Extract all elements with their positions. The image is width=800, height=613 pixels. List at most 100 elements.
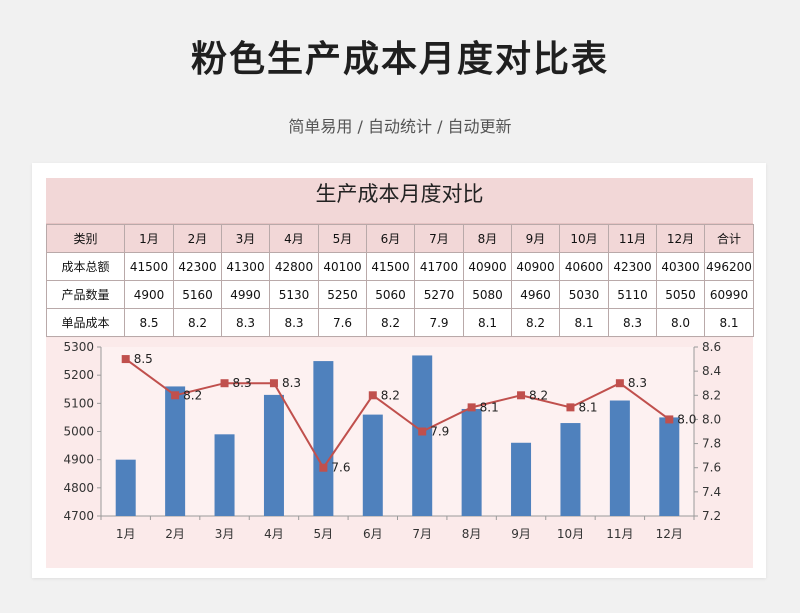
- table-cell[interactable]: 8.0: [656, 308, 705, 337]
- row-label[interactable]: 成本总额: [46, 252, 125, 281]
- line-point[interactable]: [269, 379, 278, 388]
- column-header[interactable]: 类别: [46, 224, 125, 253]
- line-point[interactable]: [319, 463, 328, 472]
- x-tick-label: 4月: [264, 527, 284, 541]
- line-point[interactable]: [121, 355, 130, 364]
- left-tick-label: 5100: [63, 396, 94, 410]
- table-cell[interactable]: 40900: [511, 252, 560, 281]
- table-cell[interactable]: 4900: [124, 280, 174, 309]
- column-header[interactable]: 9月: [511, 224, 560, 253]
- table-cell[interactable]: 496200: [704, 252, 754, 281]
- right-tick-label: 8.0: [702, 412, 721, 426]
- x-tick-label: 1月: [116, 527, 136, 541]
- column-header[interactable]: 8月: [463, 224, 512, 253]
- line-point[interactable]: [665, 415, 674, 424]
- column-header[interactable]: 2月: [173, 224, 222, 253]
- table-cell[interactable]: 40300: [656, 252, 705, 281]
- line-point[interactable]: [517, 391, 526, 400]
- table-cell[interactable]: 5250: [318, 280, 367, 309]
- table-cell[interactable]: 41700: [414, 252, 464, 281]
- x-tick-label: 12月: [656, 527, 683, 541]
- column-header[interactable]: 1月: [124, 224, 174, 253]
- table-cell[interactable]: 8.3: [269, 308, 319, 337]
- bar[interactable]: [165, 386, 186, 516]
- column-header[interactable]: 3月: [221, 224, 270, 253]
- bar[interactable]: [609, 400, 630, 516]
- table-cell[interactable]: 40900: [463, 252, 512, 281]
- table-cell[interactable]: 41500: [366, 252, 415, 281]
- row-label[interactable]: 单品成本: [46, 308, 125, 337]
- table-cell[interactable]: 42300: [608, 252, 657, 281]
- table-cell[interactable]: 60990: [704, 280, 754, 309]
- column-header[interactable]: 6月: [366, 224, 415, 253]
- page-subtitle: 简单易用 / 自动统计 / 自动更新: [288, 117, 512, 136]
- data-label: 8.1: [578, 400, 597, 414]
- line-point[interactable]: [566, 403, 575, 412]
- line-point[interactable]: [220, 379, 229, 388]
- table-cell[interactable]: 8.2: [173, 308, 222, 337]
- table-cell[interactable]: 40600: [559, 252, 609, 281]
- column-header[interactable]: 11月: [608, 224, 657, 253]
- x-tick-label: 8月: [462, 527, 482, 541]
- table-cell[interactable]: 8.1: [463, 308, 512, 337]
- bar[interactable]: [362, 414, 383, 516]
- column-header[interactable]: 10月: [559, 224, 609, 253]
- table-cell[interactable]: 8.2: [366, 308, 415, 337]
- column-header[interactable]: 5月: [318, 224, 367, 253]
- column-header[interactable]: 4月: [269, 224, 319, 253]
- table-cell[interactable]: 5050: [656, 280, 705, 309]
- x-tick-label: 7月: [412, 527, 432, 541]
- bar[interactable]: [214, 434, 235, 516]
- right-tick-label: 8.4: [702, 364, 721, 378]
- x-tick-label: 3月: [215, 527, 235, 541]
- table-row: 单品成本 8.5 8.2 8.3 8.3 7.6 8.2 7.9 8.1 8.2 8.1 8.3 8.0…: [46, 308, 754, 337]
- table-cell[interactable]: 5160: [173, 280, 222, 309]
- table-cell[interactable]: 5270: [414, 280, 464, 309]
- line-point[interactable]: [368, 391, 377, 400]
- data-label: 7.6: [331, 461, 350, 475]
- table-cell[interactable]: 4960: [511, 280, 560, 309]
- bar[interactable]: [461, 408, 482, 516]
- column-header[interactable]: 7月: [414, 224, 464, 253]
- chart-area: 4700 4800 4900 5000 5100 5200 5300 7.2 7.4 7.6 7.8…: [46, 338, 753, 568]
- table-cell[interactable]: 41500: [124, 252, 174, 281]
- table-cell[interactable]: 4990: [221, 280, 270, 309]
- table-cell[interactable]: 8.1: [559, 308, 609, 337]
- line-point[interactable]: [418, 427, 427, 436]
- row-label[interactable]: 产品数量: [46, 280, 125, 309]
- bar[interactable]: [313, 361, 334, 516]
- table-row: 产品数量 4900 5160 4990 5130 5250 5060 5270 5080 4960…: [46, 280, 754, 309]
- bar[interactable]: [560, 423, 581, 516]
- x-tick-label: 2月: [165, 527, 185, 541]
- column-header[interactable]: 12月: [656, 224, 705, 253]
- table-cell[interactable]: 42300: [173, 252, 222, 281]
- right-tick-label: 7.6: [702, 461, 721, 475]
- line-point[interactable]: [171, 391, 180, 400]
- table-cell[interactable]: 42800: [269, 252, 319, 281]
- column-header[interactable]: 合计: [704, 224, 754, 253]
- table-cell[interactable]: 7.9: [414, 308, 464, 337]
- bar[interactable]: [659, 417, 680, 516]
- table-cell[interactable]: 5080: [463, 280, 512, 309]
- line-point[interactable]: [467, 403, 476, 412]
- spreadsheet: 生产成本月度对比 类别 1月 2月 3月 4月 5月 6月 7月 8月 9月 10月 11月 12月 合计…: [46, 178, 754, 568]
- data-label: 8.3: [628, 376, 647, 390]
- table-cell[interactable]: 8.3: [221, 308, 270, 337]
- table-cell[interactable]: 5060: [366, 280, 415, 309]
- table-cell[interactable]: 40100: [318, 252, 367, 281]
- table-cell[interactable]: 8.1: [704, 308, 754, 337]
- bar[interactable]: [115, 459, 136, 516]
- table-cell[interactable]: 5030: [559, 280, 609, 309]
- table-cell[interactable]: 8.5: [124, 308, 174, 337]
- table-cell[interactable]: 41300: [221, 252, 270, 281]
- bar[interactable]: [511, 442, 532, 516]
- table-cell[interactable]: 8.3: [608, 308, 657, 337]
- line-point[interactable]: [615, 379, 624, 388]
- bar[interactable]: [412, 355, 433, 516]
- table-cell[interactable]: 5130: [269, 280, 319, 309]
- table-cell[interactable]: 7.6: [318, 308, 367, 337]
- table-cell[interactable]: 8.2: [511, 308, 560, 337]
- page-title: 粉色生产成本月度对比表: [190, 39, 609, 80]
- table-cell[interactable]: 5110: [608, 280, 657, 309]
- bar[interactable]: [263, 394, 284, 516]
